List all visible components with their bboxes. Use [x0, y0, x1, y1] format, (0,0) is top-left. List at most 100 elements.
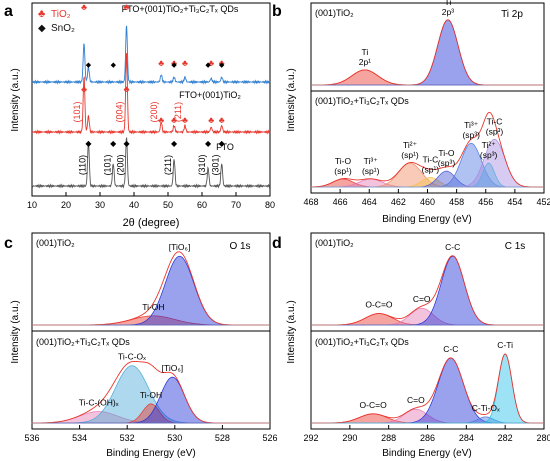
- x-tick-label: 456: [478, 197, 493, 207]
- sno2-marker-top: ◆: [111, 62, 117, 69]
- x-tick-label: 290: [342, 433, 357, 443]
- xps-component-label: C-Ti: [497, 340, 513, 350]
- xps-envelope: [311, 19, 544, 86]
- xps-component-label: Ti²⁺ (sp¹): [401, 140, 419, 160]
- xps-component-label: C-C: [443, 344, 458, 354]
- x-tick-label: 526: [262, 433, 277, 443]
- xps-component-label: C=O: [407, 395, 425, 405]
- xps-component-label: Ti-O (sp¹): [334, 156, 352, 176]
- panel-d-ylabel: Intensity (a.u.): [286, 300, 297, 363]
- xps-component-label: Ti 2p³: [442, 0, 454, 17]
- sno2-marker-top: ◆: [171, 62, 177, 69]
- x-tick-label: 286: [420, 433, 435, 443]
- tio2-plane-label: (200): [149, 101, 159, 122]
- sno2-plane-label: (301): [211, 154, 221, 175]
- x-tick-label: 458: [449, 197, 464, 207]
- x-tick-label: 50: [163, 200, 173, 210]
- xps-component-label: Ti²⁺ (sp³): [480, 140, 498, 160]
- panel-c-title: O 1s: [229, 241, 250, 252]
- panel-b-xticks: 468 466 464 462 460 458 456 454 452: [303, 189, 550, 207]
- xps-component-label: Ti-C (sp¹): [422, 154, 440, 174]
- tio2-marker: ♣: [81, 2, 87, 12]
- panel-b: Ti 2p (001)TiO₂ (001)TiO₂+Ti₃C₂Tₓ QDs Ti…: [286, 0, 550, 225]
- tio2-marker: ♣: [158, 115, 164, 125]
- tio2-plane-label: (101): [72, 101, 82, 122]
- panel-a-xticks: 10 20 30 40 50 60 70 80: [27, 192, 275, 210]
- panel-d-top-label: (001)TiO₂: [315, 238, 354, 248]
- panel-c-xlabel: Binding Energy (eV): [106, 448, 196, 459]
- x-tick-label: 536: [24, 433, 39, 443]
- xps-component-label: Ti-C (sp³): [486, 116, 504, 136]
- x-tick-label: 292: [303, 433, 318, 443]
- xrd-series-line: [31, 25, 271, 85]
- xps-component-label: Ti³⁺ (sp³): [462, 120, 480, 140]
- panel-a-ylabel: Intensity (a.u.): [10, 68, 21, 131]
- sno2-marker: ◆: [123, 139, 130, 148]
- panel-c-bottom-label: (001)TiO₂+Ti₃C₂Tₓ QDs: [36, 337, 130, 347]
- legend-tio2-label: TiO₂: [51, 9, 71, 20]
- x-tick-label: 40: [129, 200, 139, 210]
- sno2-marker: ◆: [110, 139, 117, 148]
- x-tick-label: 466: [333, 197, 348, 207]
- x-tick-label: 70: [231, 200, 241, 210]
- panel-b-ylabel: Intensity (a.u.): [286, 68, 297, 131]
- panel-letter-b: b: [272, 3, 282, 20]
- x-tick-label: 468: [303, 197, 318, 207]
- tio2-plane-label: (004): [115, 101, 125, 122]
- xps-component-label: [TiO₆]: [162, 363, 184, 373]
- panel-c-frame-bottom: [31, 330, 271, 430]
- tio2-marker: ♣: [182, 58, 188, 68]
- sno2-marker-top: ◆: [219, 62, 225, 69]
- panel-c-plot: Ti-OH [TiO₆] Ti-C-(OH)ₓ Ti-C-Oₓ Ti-OH [TiO₆]: [31, 242, 270, 424]
- xrd-series-label: FTO+(001)TiO₂+Ti₃C₂Tₓ QDs: [122, 4, 239, 14]
- sno2-plane-label: (211): [163, 155, 173, 175]
- xps-component-label: Ti-O (sp³): [438, 148, 456, 168]
- tio2-marker: ♣: [182, 115, 188, 125]
- sno2-marker: ◆: [171, 139, 178, 148]
- tio2-marker: ♣: [158, 58, 164, 68]
- x-tick-label: 20: [61, 200, 71, 210]
- xps-envelope: [311, 353, 544, 424]
- xps-component-label: O-C=O: [365, 300, 393, 310]
- xps-component-peak: [311, 19, 544, 86]
- xps-component-label: C-Ti-Oₓ: [472, 403, 500, 413]
- xps-component-label: Ti-OH: [140, 390, 162, 400]
- tio2-plane-label: (211): [173, 102, 183, 122]
- x-tick-label: 464: [362, 197, 377, 207]
- tio2-marker: ♣: [219, 115, 225, 125]
- xrd-series-label: FTO+(001)TiO₂: [179, 90, 241, 100]
- xrd-series-line: [31, 137, 271, 189]
- xps-component-label: Ti-C-Oₓ: [118, 352, 146, 362]
- xrd-series-label: FTO: [216, 142, 234, 152]
- x-tick-label: 462: [391, 197, 406, 207]
- sno2-marker: ◆: [205, 139, 212, 148]
- x-tick-label: 534: [72, 433, 87, 443]
- legend-sno2-symbol: ◆: [38, 23, 46, 34]
- sno2-marker-top: ◆: [86, 62, 92, 69]
- panel-a-plot: FTO+(001)TiO₂+Ti₃C₂Tₓ QDs FTO+(001)TiO₂ FT…: [31, 2, 271, 189]
- xps-envelope: [32, 251, 270, 326]
- sno2-marker-top: ◆: [205, 62, 211, 69]
- panel-b-xlabel: Binding Energy (eV): [382, 214, 472, 225]
- tio2-marker: ♣: [124, 2, 130, 12]
- x-tick-label: 284: [459, 433, 474, 443]
- legend-tio2-symbol: ♣: [38, 8, 45, 20]
- x-tick-label: 454: [507, 197, 522, 207]
- xps-component-label: [TiO₆]: [169, 242, 191, 252]
- xps-component-label: O-C=O: [360, 400, 388, 410]
- panel-d-title: C 1s: [505, 241, 526, 252]
- sno2-marker: ◆: [85, 139, 92, 148]
- panel-a-frame: [31, 2, 271, 197]
- x-tick-label: 60: [197, 200, 207, 210]
- xps-component-label: Ti-C-(OH)ₓ: [79, 398, 119, 408]
- x-tick-label: 532: [120, 433, 135, 443]
- xps-component-label: C=O: [413, 294, 431, 304]
- sno2-plane-label: (110): [77, 155, 87, 175]
- x-tick-label: 460: [420, 197, 435, 207]
- panel-letter-a: a: [4, 3, 13, 20]
- sno2-plane-label: (200): [116, 154, 126, 175]
- panel-a-xlabel: 2θ (degree): [123, 217, 180, 229]
- x-tick-label: 288: [381, 433, 396, 443]
